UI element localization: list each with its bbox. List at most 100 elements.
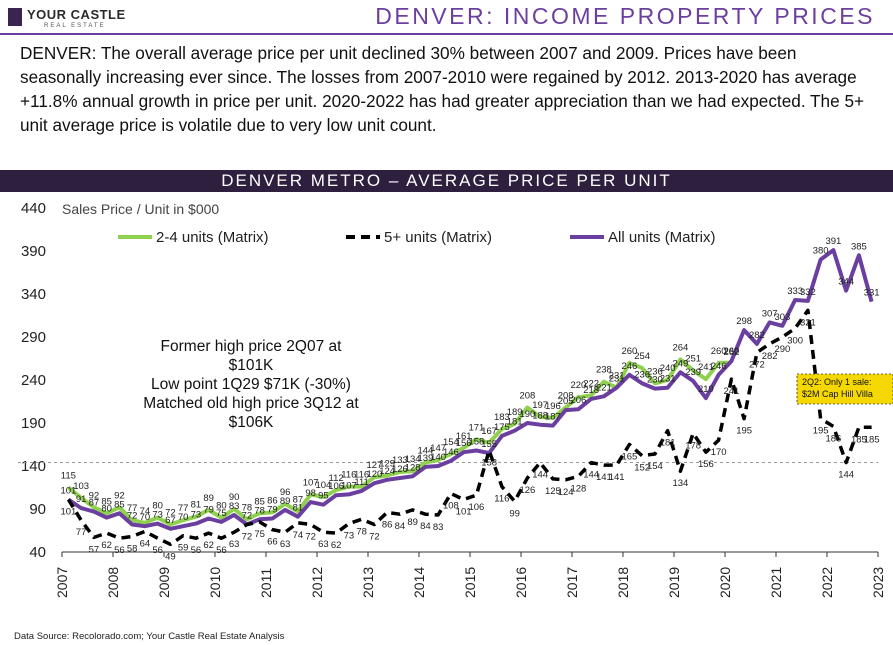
label-2-4-units: 85	[101, 496, 112, 507]
label-5plus-units: 101	[456, 507, 472, 518]
label-5plus-units: 56	[191, 545, 202, 556]
label-5plus-units: 49	[165, 551, 176, 562]
label-5plus-units: 83	[433, 522, 444, 533]
label-5plus-units: 77	[76, 527, 87, 538]
label-all-units: 385	[851, 241, 867, 252]
label-5plus-units: 56	[152, 545, 163, 556]
label-all-units: 106	[328, 481, 344, 492]
label-all-units: 79	[267, 504, 278, 515]
label-5plus-units: 126	[519, 485, 535, 496]
label-2-4-units: 220	[570, 380, 586, 391]
label-2-4-units: 260	[621, 346, 637, 357]
label-all-units: 81	[293, 503, 304, 514]
label-all-units: 111	[354, 477, 368, 488]
label-all-units: 146	[443, 447, 459, 458]
label-all-units: 70	[140, 512, 151, 523]
label-2-4-units: 240	[660, 363, 676, 374]
label-2-4-units: 77	[178, 503, 189, 514]
label-all-units: 95	[318, 491, 329, 502]
label-all-units: 282	[749, 330, 765, 341]
label-all-units: 218	[583, 385, 599, 396]
x-tick-label: 2020	[717, 567, 733, 598]
x-tick-label: 2008	[105, 567, 121, 598]
y-tick-label: 40	[29, 544, 46, 561]
label-5plus-units: 106	[468, 502, 484, 513]
label-5plus-units: 185	[864, 434, 880, 445]
y-tick-label: 340	[21, 286, 46, 303]
label-2-4-units: 134	[405, 454, 421, 465]
chart-title: DENVER METRO – AVERAGE PRICE PER UNIT	[221, 171, 672, 190]
annotation-text: Former high price 2Q07 at	[161, 338, 343, 355]
y-tick-label: 190	[21, 415, 46, 432]
label-all-units: 101	[60, 486, 76, 497]
label-5plus-units: 300	[787, 335, 803, 346]
label-all-units: 246	[711, 361, 727, 372]
label-2-4-units: 147	[430, 443, 446, 454]
x-tick-label: 2021	[768, 567, 784, 598]
label-2-4-units: 161	[456, 431, 472, 442]
label-all-units: 73	[152, 510, 163, 521]
label-2-4-units: 197	[532, 400, 548, 411]
legend-label: 5+ units (Matrix)	[384, 229, 492, 246]
label-all-units: 91	[76, 494, 87, 505]
x-tick-label: 2014	[411, 567, 427, 598]
label-all-units: 181	[507, 417, 523, 428]
intro-paragraph: DENVER: The overall average price per un…	[20, 43, 865, 135]
label-all-units: 80	[101, 504, 112, 515]
label-5plus-units: 144	[583, 470, 599, 481]
label-5plus-units: 62	[331, 540, 342, 551]
label-all-units: 190	[519, 409, 535, 420]
label-5plus-units: 144	[838, 470, 854, 481]
callout-box	[796, 373, 893, 405]
label-5plus-units: 63	[318, 539, 329, 550]
x-tick-label: 2015	[462, 567, 478, 598]
label-2-4-units: 238	[596, 365, 612, 376]
label-all-units: 391	[825, 236, 841, 247]
chart-title-band	[0, 170, 893, 192]
annotation-text: Low point 1Q29 $71K (-30%)	[151, 376, 351, 393]
label-all-units: 239	[685, 367, 701, 378]
label-5plus-units: 59	[178, 543, 189, 554]
annotation-text: $106K	[229, 414, 274, 431]
x-tick-label: 2007	[54, 567, 70, 598]
label-5plus-units: 156	[698, 459, 714, 470]
label-all-units: 188	[532, 411, 548, 422]
label-5plus-units: 84	[395, 521, 406, 532]
castle-icon	[8, 8, 22, 26]
label-2-4-units: 92	[114, 490, 125, 501]
label-2-4-units: 208	[519, 391, 535, 402]
x-tick-label: 2010	[207, 567, 223, 598]
y-tick-label: 90	[29, 501, 46, 518]
label-5plus-units: 108	[443, 501, 459, 512]
x-tick-label: 2017	[564, 567, 580, 598]
series-5plus-units-line	[66, 308, 872, 547]
label-all-units: 246	[621, 361, 637, 372]
label-2-4-units: 81	[191, 500, 202, 511]
label-all-units: 307	[762, 308, 778, 319]
label-all-units: 89	[280, 496, 291, 507]
label-5plus-units: 62	[203, 540, 214, 551]
label-all-units: 219	[698, 384, 714, 395]
series-all-units-line	[67, 248, 874, 531]
label-all-units: 70	[178, 512, 189, 523]
label-5plus-units: 125	[545, 486, 561, 497]
label-all-units: 175	[494, 422, 510, 433]
label-5plus-units: 84	[420, 521, 431, 532]
label-all-units: 158	[468, 437, 484, 448]
label-all-units: 85	[114, 499, 125, 510]
label-5plus-units: 178	[685, 440, 701, 451]
label-5plus-units: 124	[558, 487, 574, 498]
label-5plus-units: 72	[305, 531, 316, 542]
label-all-units: 139	[417, 453, 433, 464]
label-5plus-units: 86	[382, 519, 393, 530]
legend-label: 2-4 units (Matrix)	[156, 229, 269, 246]
label-2-4-units: 127	[366, 460, 382, 471]
label-2-4-units: 196	[545, 401, 561, 412]
x-tick-label: 2016	[513, 567, 529, 598]
label-2-4-units: 251	[685, 354, 701, 365]
label-5plus-units: 62	[101, 540, 112, 551]
y-tick-label: 290	[21, 329, 46, 346]
label-all-units: 87	[89, 498, 100, 509]
label-5plus-units: 72	[242, 531, 253, 542]
label-5plus-units: 185	[851, 434, 867, 445]
